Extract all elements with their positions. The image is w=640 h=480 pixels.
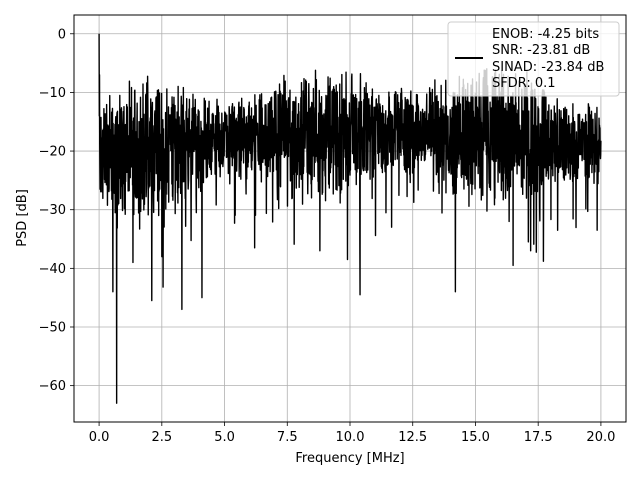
y-axis-ticks: 0 −10 −20 −30 −40 −50 −60 bbox=[39, 27, 74, 394]
legend-line-sfdr: SFDR: 0.1 bbox=[492, 76, 556, 91]
legend-line-snr: SNR: -23.81 dB bbox=[492, 43, 590, 58]
plot-area bbox=[98, 33, 602, 404]
y-axis-label: PSD [dB] bbox=[15, 189, 30, 247]
legend-box bbox=[447, 21, 620, 97]
y-tick-label: −10 bbox=[39, 86, 66, 101]
x-tick-label: 10.0 bbox=[336, 430, 365, 445]
legend-line-sinad: SINAD: -23.84 dB bbox=[492, 60, 604, 75]
x-axis-ticks: 0.0 2.5 5.0 7.5 10.0 12.5 15.0 17.5 20.0 bbox=[89, 422, 615, 445]
y-tick-label: −40 bbox=[39, 262, 66, 277]
x-tick-label: 12.5 bbox=[398, 430, 427, 445]
x-tick-label: 15.0 bbox=[461, 430, 490, 445]
x-axis-label: Frequency [MHz] bbox=[295, 451, 404, 466]
y-tick-label: −30 bbox=[39, 203, 66, 218]
legend-line-enob: ENOB: -4.25 bits bbox=[492, 27, 599, 42]
x-tick-label: 7.5 bbox=[277, 430, 298, 445]
y-tick-label: 0 bbox=[58, 27, 66, 42]
psd-series-line bbox=[98, 33, 602, 404]
x-tick-label: 2.5 bbox=[151, 430, 172, 445]
x-tick-label: 20.0 bbox=[586, 430, 615, 445]
y-tick-label: −50 bbox=[39, 320, 66, 335]
y-tick-label: −60 bbox=[39, 379, 66, 394]
x-tick-label: 17.5 bbox=[524, 430, 553, 445]
x-tick-label: 0.0 bbox=[89, 430, 110, 445]
legend: ENOB: -4.25 bits SNR: -23.81 dB SINAD: -… bbox=[447, 21, 620, 97]
y-tick-label: −20 bbox=[39, 145, 66, 160]
x-tick-label: 5.0 bbox=[214, 430, 235, 445]
